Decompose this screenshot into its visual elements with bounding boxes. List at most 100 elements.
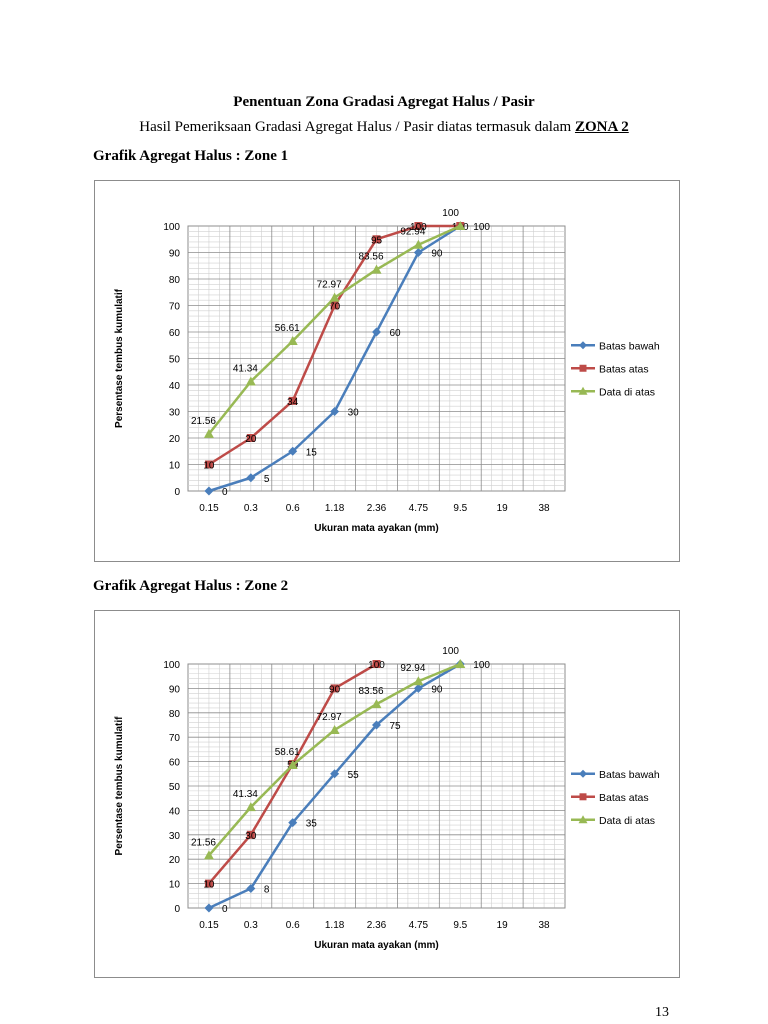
data-label: 5 — [264, 474, 270, 485]
y-axis-label: Persentase tembus kumulatif — [114, 288, 125, 428]
data-label: 21.56 — [191, 837, 216, 848]
y-tick-label: 30 — [169, 831, 181, 842]
major-gridlines — [188, 225, 565, 492]
data-point — [372, 720, 381, 730]
data-label: 35 — [306, 819, 318, 830]
data-point — [455, 659, 466, 668]
y-tick-label: 90 — [169, 249, 181, 260]
y-tick-label: 0 — [174, 487, 180, 498]
data-point — [330, 407, 340, 416]
x-tick-label: 0.6 — [286, 503, 300, 514]
data-label: 72.97 — [317, 280, 342, 291]
y-tick-label: 70 — [169, 302, 181, 313]
x-tick-label: 38 — [538, 503, 550, 514]
x-tick-label: 9.5 — [453, 503, 467, 514]
data-label: 92.94 — [400, 227, 425, 238]
legend-entry: Data di atas — [599, 815, 655, 827]
y-axis-label: Persentase tembus kumulatif — [114, 716, 125, 856]
y-tick-label: 90 — [169, 684, 181, 695]
data-point — [245, 802, 256, 812]
data-label: 100 — [442, 208, 459, 219]
data-point — [455, 221, 466, 230]
y-tick-label: 40 — [169, 806, 181, 817]
document-title: Penentuan Zona Gradasi Agregat Halus / P… — [233, 94, 535, 110]
data-point — [372, 660, 381, 668]
data-point — [204, 460, 213, 469]
data-label: 90 — [431, 684, 443, 695]
y-tick-label: 60 — [169, 758, 181, 769]
x-tick-label: 4.75 — [409, 503, 429, 514]
data-point — [329, 724, 340, 734]
data-label: 10 — [203, 880, 215, 891]
data-label: 34 — [287, 397, 299, 408]
data-point — [371, 699, 382, 709]
data-label: 95 — [371, 235, 383, 246]
data-point — [413, 676, 424, 686]
data-label: 30 — [348, 408, 360, 419]
data-label: 41.34 — [233, 789, 258, 800]
legend-entry: Batas atas — [599, 792, 649, 804]
data-point — [371, 264, 382, 274]
data-point — [203, 428, 214, 438]
data-label: 100 — [473, 222, 490, 233]
data-point — [246, 434, 255, 442]
data-label: 100 — [473, 660, 490, 671]
y-tick-label: 50 — [169, 782, 181, 793]
data-label: 0 — [222, 487, 228, 498]
x-tick-label: 0.3 — [244, 920, 258, 931]
data-label: 15 — [306, 447, 318, 458]
legend-marker — [578, 815, 588, 824]
data-point — [246, 473, 256, 483]
zone-2-heading: Grafik Agregat Halus : Zone 2 — [93, 578, 289, 594]
data-label: 92.94 — [400, 663, 425, 674]
data-point — [288, 396, 297, 405]
page-number: 13 — [655, 1005, 669, 1020]
legend-entry: Batas atas — [599, 363, 649, 375]
data-label: 20 — [245, 434, 257, 445]
data-label: 75 — [390, 721, 402, 732]
data-point — [413, 248, 423, 257]
legend-marker — [579, 341, 587, 350]
data-point — [287, 759, 298, 769]
y-tick-label: 20 — [169, 855, 181, 866]
x-tick-label: 0.3 — [244, 503, 258, 514]
zone-1-heading: Grafik Agregat Halus : Zone 1 — [93, 148, 289, 164]
x-tick-label: 19 — [497, 920, 509, 931]
data-label: 56.61 — [275, 323, 300, 334]
data-label: 100 — [368, 660, 385, 671]
data-point — [330, 301, 339, 310]
y-tick-label: 60 — [169, 328, 181, 339]
zone-1-chart-frame: 0 10 20 30 40 50 60 70 80 90 100 0.15 0.3 0.6 1.18 2.36… — [94, 180, 680, 562]
data-point — [413, 683, 423, 693]
data-label: 90 — [431, 249, 443, 260]
data-label: 10 — [203, 461, 215, 472]
data-point — [287, 335, 298, 345]
data-point — [330, 684, 339, 693]
x-tick-label: 0.15 — [199, 503, 219, 514]
x-tick-label: 38 — [538, 920, 550, 931]
data-point — [330, 769, 340, 779]
data-point — [203, 850, 214, 860]
series-batas-bawah: 0 5 15 30 60 90 100 — [204, 221, 490, 498]
y-tick-label: 30 — [169, 408, 181, 419]
legend-marker — [579, 769, 587, 778]
data-label: 41.34 — [233, 363, 258, 374]
data-label: 30 — [245, 831, 257, 842]
series-batas-bawah: 0 8 35 55 75 90 100 — [204, 659, 490, 915]
zone-2-chart-frame: 0 10 20 30 40 50 60 70 80 90 100 0.15 0.3 0.6 1.18 2.36… — [94, 610, 680, 978]
x-tick-label: 2.36 — [367, 503, 387, 514]
data-label: 100 — [442, 646, 459, 657]
data-label: 100 — [410, 222, 427, 233]
y-tick-label: 70 — [169, 733, 181, 744]
x-tick-label: 4.75 — [409, 920, 429, 931]
data-point — [288, 446, 298, 456]
x-axis-label: Ukuran mata ayakan (mm) — [314, 940, 439, 951]
data-point — [372, 327, 381, 337]
data-point — [372, 235, 381, 244]
data-label: 60 — [390, 328, 402, 339]
result-text: Hasil Pemeriksaan Gradasi Agregat Halus … — [139, 119, 572, 135]
y-tick-label: 10 — [169, 880, 181, 891]
data-point — [413, 239, 424, 249]
y-tick-label: 20 — [169, 434, 181, 445]
